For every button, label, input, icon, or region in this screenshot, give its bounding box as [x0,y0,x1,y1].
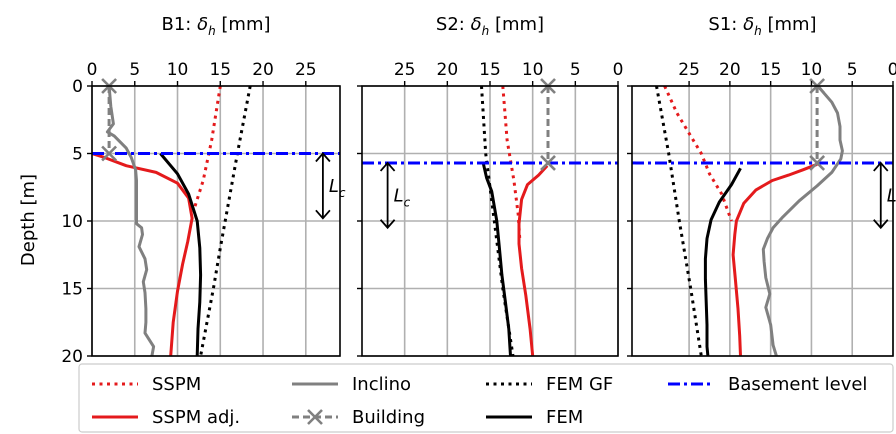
building-marker [540,155,556,171]
y-tick-label: 20 [61,347,83,367]
lc-arrow: Lc [315,152,346,220]
x-tick-label: 15 [760,60,782,80]
series-sspm_adj [517,164,549,356]
panel-title: S2: δh [mm] [436,14,544,38]
lc-arrow: Lc [873,161,896,230]
x-tick-label: 25 [678,60,700,80]
x-tick-label: 20 [252,60,274,80]
panel-title: B1: δh [mm] [161,14,270,38]
legend-label: Inclino [352,374,411,395]
grid-lines [362,85,619,357]
legend-label: Basement level [728,374,867,395]
legend-label: FEM [546,407,583,428]
building-marker [101,145,118,162]
series-sspm_adj [731,162,818,356]
series-group [362,86,618,356]
lc-label: Lc [329,176,346,200]
legend-entry-building: Building [292,407,425,428]
x-tick-label: 15 [479,60,501,80]
legend-entry-fem: FEM [486,407,583,428]
panel-s1: Lc 25 20 15 10 5 0 S1: δh [mm] [627,14,896,357]
legend-label: FEM GF [546,374,613,395]
lc-label: Lc [394,185,411,209]
legend-label: Building [352,407,425,428]
lc-arrow: Lc [379,161,411,230]
series-fem [159,152,203,356]
legend-frame [78,363,894,433]
lc-label: Lc [887,185,896,209]
y-tick-label: 10 [61,212,83,232]
series-fem [481,162,512,356]
legend-entry-inclino: Inclino [292,374,411,395]
panel-s2: Lc 25 20 15 10 5 0 S2: δh [mm] [357,14,624,357]
series-group [632,86,893,356]
legend-marker [307,409,323,425]
x-tick-label: 25 [295,60,317,80]
series-fem_gf [655,86,703,356]
x-tick-label: 0 [87,60,98,80]
y-tick-label: 0 [72,77,83,97]
x-tick-label: 10 [522,60,544,80]
building-marker [809,155,826,171]
legend: SSPM Inclino FEM GF Basement level SSPM adj.… [78,363,894,433]
series-fem [703,167,742,356]
series-sspm [193,86,222,208]
x-tick-label: 5 [570,60,581,80]
legend-entry-sspm: SSPM [92,374,201,395]
series-inclino [761,86,844,356]
series-sspm [663,86,733,222]
x-tick-label: 25 [394,60,416,80]
legend-label: SSPM adj. [152,407,240,428]
legend-label: SSPM [152,374,201,395]
y-tick-label: 15 [61,280,83,300]
x-tick-label: 15 [209,60,231,80]
series-group [92,86,340,356]
panel-b1: Lc 0 5 10 15 20 25 0 5 10 15 20 B1: δh [mm] [61,14,346,367]
series-sspm_adj [92,152,194,356]
x-tick-label: 5 [847,60,858,80]
series-inclino [105,86,156,356]
x-tick-label: 10 [801,60,823,80]
legend-entry-fem_gf: FEM GF [486,374,613,395]
y-axis-label: Depth [m] [18,174,39,266]
x-tick-label: 0 [613,60,624,80]
legend-entry-basement: Basement level [668,374,867,395]
x-tick-label: 10 [167,60,189,80]
grid-lines [91,85,340,357]
y-tick-label: 5 [72,145,83,165]
panel-title: S1: δh [mm] [708,14,816,38]
x-tick-label: 20 [719,60,741,80]
series-fem_gf [199,86,252,356]
grid-lines [632,85,894,357]
chart-panels: Lc 0 5 10 15 20 25 0 5 10 15 20 B1: δh [mm] Lc 25 20 15 1… [61,14,896,367]
x-tick-label: 0 [888,60,896,80]
x-tick-label: 5 [129,60,140,80]
x-tick-label: 20 [437,60,459,80]
legend-entry-sspm_adj: SSPM adj. [92,407,240,428]
